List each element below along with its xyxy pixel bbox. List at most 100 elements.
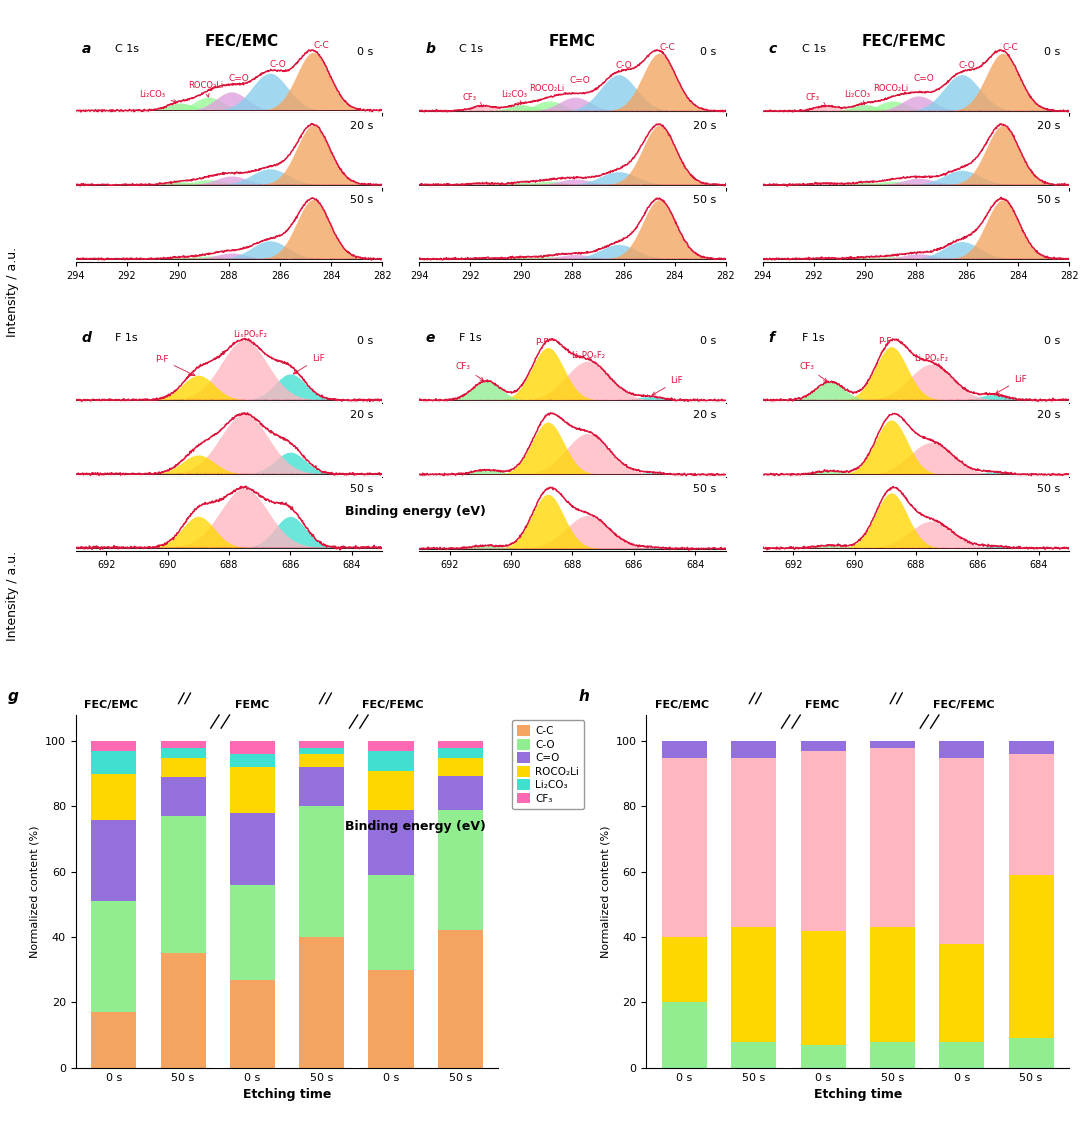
- Text: FEC/FEMC: FEC/FEMC: [933, 700, 995, 710]
- Bar: [940, 1042, 984, 1068]
- Text: CF₃: CF₃: [462, 92, 482, 106]
- Text: h: h: [579, 689, 590, 704]
- Text: Intensity / a.u.: Intensity / a.u.: [6, 551, 19, 641]
- Text: Li₂CO₃: Li₂CO₃: [501, 90, 527, 105]
- Text: ROCO₂Li: ROCO₂Li: [188, 81, 224, 97]
- Bar: [161, 758, 205, 777]
- Text: FEC/FEMC: FEC/FEMC: [862, 34, 946, 48]
- Bar: [731, 927, 777, 1042]
- Text: CF₃: CF₃: [799, 362, 827, 381]
- Text: FEC/FEMC: FEC/FEMC: [362, 700, 423, 710]
- Text: 50 s: 50 s: [350, 484, 373, 495]
- Y-axis label: Normalized content (%): Normalized content (%): [29, 825, 39, 958]
- Text: Li₂CO₃: Li₂CO₃: [139, 90, 177, 103]
- Bar: [940, 741, 984, 758]
- Bar: [662, 758, 707, 937]
- Text: F 1s: F 1s: [116, 333, 138, 343]
- Text: a: a: [82, 43, 91, 56]
- Text: C=O: C=O: [229, 74, 249, 83]
- Text: d: d: [82, 332, 92, 345]
- Text: g: g: [8, 689, 18, 704]
- Text: 0 s: 0 s: [356, 336, 373, 346]
- Text: 0 s: 0 s: [700, 336, 716, 346]
- Bar: [731, 1042, 777, 1068]
- Text: P-F: P-F: [878, 337, 892, 346]
- Bar: [161, 777, 205, 816]
- Text: LiₓPOₒF₂: LiₓPOₒF₂: [914, 354, 948, 363]
- Text: LiₓPOₒF₂: LiₓPOₒF₂: [233, 330, 268, 339]
- Bar: [1009, 1039, 1054, 1068]
- Text: 50 s: 50 s: [693, 194, 716, 205]
- Text: 0 s: 0 s: [356, 47, 373, 56]
- Bar: [437, 741, 483, 749]
- Text: LiF: LiF: [996, 374, 1027, 393]
- Bar: [437, 810, 483, 931]
- Bar: [437, 776, 483, 810]
- X-axis label: Etching time: Etching time: [243, 1088, 332, 1102]
- Text: CF₃: CF₃: [806, 92, 826, 106]
- Text: C-O: C-O: [959, 62, 975, 71]
- Bar: [161, 741, 205, 747]
- Text: FEMC: FEMC: [549, 34, 596, 48]
- Text: Li₂CO₃: Li₂CO₃: [845, 90, 870, 105]
- Bar: [368, 741, 414, 751]
- Bar: [368, 771, 414, 809]
- Text: LiₓPOₒF₂: LiₓPOₒF₂: [570, 351, 605, 360]
- Text: 20 s: 20 s: [350, 121, 373, 130]
- Bar: [230, 754, 275, 768]
- Text: C-O: C-O: [616, 62, 632, 71]
- Bar: [161, 816, 205, 953]
- Text: 0 s: 0 s: [1043, 47, 1059, 56]
- Text: FEC/EMC: FEC/EMC: [204, 34, 279, 48]
- X-axis label: Etching time: Etching time: [813, 1088, 902, 1102]
- Text: 50 s: 50 s: [350, 194, 373, 205]
- Bar: [299, 807, 345, 937]
- Bar: [299, 747, 345, 754]
- Text: C=O: C=O: [914, 74, 934, 83]
- Text: 50 s: 50 s: [1037, 194, 1059, 205]
- Bar: [800, 931, 846, 1045]
- Bar: [800, 751, 846, 931]
- Text: C 1s: C 1s: [116, 44, 139, 54]
- Text: FEC/EMC: FEC/EMC: [84, 700, 138, 710]
- Text: e: e: [426, 332, 434, 345]
- Text: b: b: [426, 43, 435, 56]
- Text: C-O: C-O: [269, 61, 286, 70]
- Text: P-F: P-F: [535, 338, 549, 347]
- Bar: [800, 741, 846, 751]
- Text: FEMC: FEMC: [234, 700, 269, 710]
- Text: 20 s: 20 s: [693, 410, 716, 420]
- Text: C-C: C-C: [1002, 43, 1018, 52]
- Bar: [1009, 741, 1054, 754]
- Bar: [368, 876, 414, 970]
- Text: FEC/EMC: FEC/EMC: [654, 700, 708, 710]
- Legend: C-C, C-O, C=O, ROCO₂Li, Li₂CO₃, CF₃: C-C, C-O, C=O, ROCO₂Li, Li₂CO₃, CF₃: [512, 720, 584, 809]
- Bar: [869, 747, 915, 927]
- Text: 0 s: 0 s: [1043, 336, 1059, 346]
- Bar: [662, 1003, 707, 1068]
- Bar: [299, 937, 345, 1068]
- Bar: [368, 970, 414, 1068]
- Text: 0 s: 0 s: [700, 47, 716, 56]
- Text: C 1s: C 1s: [802, 44, 826, 54]
- Y-axis label: Normalized content (%): Normalized content (%): [600, 825, 610, 958]
- Text: Binding energy (eV): Binding energy (eV): [346, 505, 486, 518]
- Bar: [1009, 754, 1054, 876]
- Text: ROCO₂Li: ROCO₂Li: [529, 84, 565, 93]
- Bar: [940, 944, 984, 1042]
- Bar: [662, 937, 707, 1003]
- Bar: [800, 1045, 846, 1068]
- Bar: [869, 741, 915, 747]
- Bar: [869, 927, 915, 1042]
- Bar: [299, 754, 345, 768]
- Bar: [299, 741, 345, 747]
- Text: F 1s: F 1s: [459, 333, 482, 343]
- Text: F 1s: F 1s: [802, 333, 825, 343]
- Text: 50 s: 50 s: [693, 484, 716, 495]
- Bar: [869, 1042, 915, 1068]
- Text: C-C: C-C: [313, 40, 328, 49]
- Text: 20 s: 20 s: [693, 121, 716, 130]
- Bar: [368, 809, 414, 876]
- Bar: [662, 741, 707, 758]
- Text: c: c: [769, 43, 777, 56]
